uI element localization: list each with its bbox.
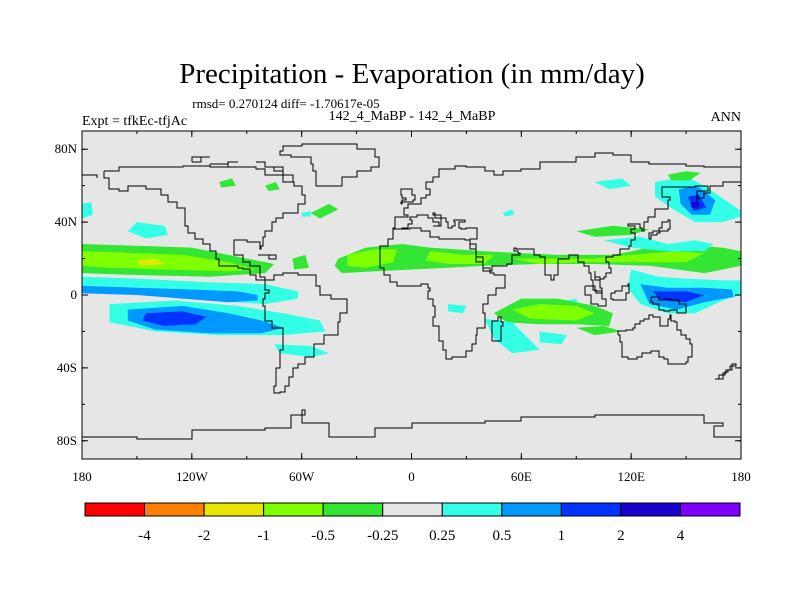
contour-region-30 [576, 326, 622, 336]
coastline-layer [82, 143, 741, 440]
coastline-15 [258, 254, 277, 260]
colorbar-swatch-4 [322, 502, 384, 517]
colorbar-label-9: 4 [677, 528, 685, 544]
coastline-5 [392, 181, 741, 294]
y-tick-label-4: 80S [57, 433, 77, 448]
x-tick-label-6: 180 [731, 469, 751, 484]
contour-region-11 [292, 254, 309, 270]
coastline-18 [191, 156, 210, 163]
colorbar-swatch-10 [679, 502, 741, 517]
colorbar-swatch-6 [441, 502, 503, 517]
coastline-10 [610, 283, 630, 301]
coastline-16 [209, 161, 238, 168]
chart-subtitle: 142_4_MaBP - 142_4_MaBP [329, 109, 496, 124]
x-tick-label-4: 60E [511, 469, 532, 484]
y-tick-label-1: 40N [55, 214, 78, 229]
coastline-0 [103, 165, 348, 394]
coastline-11 [650, 296, 687, 314]
colorbar-label-0: -4 [138, 528, 151, 544]
colorbar-label-1: -2 [198, 528, 211, 544]
coastline-1 [279, 143, 380, 187]
colorbar-label-8: 2 [617, 528, 625, 544]
coastline-2 [379, 227, 506, 360]
contour-region-36 [265, 182, 280, 192]
contour-region-32 [539, 331, 568, 345]
contour-region-12 [334, 244, 741, 274]
coastline-9 [584, 285, 607, 307]
contour-region-31 [484, 318, 540, 354]
x-tick-label-1: 120W [176, 469, 209, 484]
contour-region-37 [301, 211, 311, 217]
y-tick-label-3: 40S [57, 360, 77, 375]
colorbar-label-6: 0.5 [492, 528, 511, 544]
contour-region-25 [667, 171, 701, 181]
contour-region-29 [512, 304, 595, 321]
season-label: ANN [711, 110, 741, 125]
contour-region-34 [310, 203, 339, 219]
colorbar-label-2: -1 [257, 528, 270, 544]
contour-region-5 [274, 344, 330, 357]
contour-region-38 [503, 209, 514, 217]
contour-region-13 [347, 249, 397, 268]
colorbar-label-3: -0.5 [311, 528, 335, 544]
coastline-17 [256, 161, 294, 183]
x-tick-label-5: 120E [617, 469, 645, 484]
contour-region-4 [142, 311, 207, 326]
contour-region-15 [512, 251, 705, 264]
contour-region-10 [136, 258, 165, 266]
coastline-4 [82, 174, 98, 178]
colorbar-swatch-1 [144, 502, 205, 517]
contour-region-35 [219, 178, 236, 188]
contour-region-33 [448, 304, 467, 314]
coastline-7 [617, 314, 693, 365]
contour-region-6 [127, 222, 168, 239]
colorbar: -4 -2 -1 -0.5 -0.25 0.25 0.5 1 2 4 [84, 502, 741, 544]
colorbar-label-7: 1 [558, 528, 566, 544]
contour-region-14 [426, 251, 494, 264]
colorbar-swatch-2 [203, 502, 265, 517]
coastline-3 [393, 152, 741, 230]
axis-ticks: 180 120W 60W 0 60E 120E 180 80N 40N 0 40S 80S [55, 131, 751, 484]
contour-region-1 [82, 285, 258, 303]
colorbar-swatch-3 [263, 502, 324, 517]
y-tick-label-0: 80N [55, 141, 78, 156]
y-tick-label-2: 0 [71, 287, 78, 302]
colorbar-label-5: 0.25 [429, 528, 455, 544]
x-tick-label-0: 180 [72, 469, 92, 484]
contour-region-7 [82, 202, 93, 219]
contour-region-9 [82, 251, 256, 272]
colorbar-swatch-7 [501, 502, 562, 517]
colorbar-swatch-8 [560, 502, 622, 517]
stats-line: rmsd= 0.270124 diff= -1.70617e-05 [192, 96, 379, 111]
colorbar-swatch-5 [382, 502, 443, 517]
contour-region-27 [594, 178, 632, 190]
colorbar-label-4: -0.25 [367, 528, 398, 544]
coastline-13 [715, 363, 737, 380]
contour-region-22 [691, 202, 699, 208]
chart-title: Precipitation - Evaporation (in mm/day) [179, 58, 645, 90]
coastline-8 [491, 316, 504, 342]
x-tick-label-2: 60W [289, 469, 315, 484]
colorbar-swatch-0 [84, 502, 146, 517]
colorbar-swatch-9 [620, 502, 681, 517]
contour-region-18 [653, 291, 705, 303]
experiment-label: Expt = tfkEc-tfjAc [82, 114, 187, 129]
coastline-6 [400, 188, 416, 205]
coastline-12 [648, 219, 671, 240]
x-tick-label-3: 0 [408, 469, 415, 484]
coastline-14 [82, 409, 741, 440]
